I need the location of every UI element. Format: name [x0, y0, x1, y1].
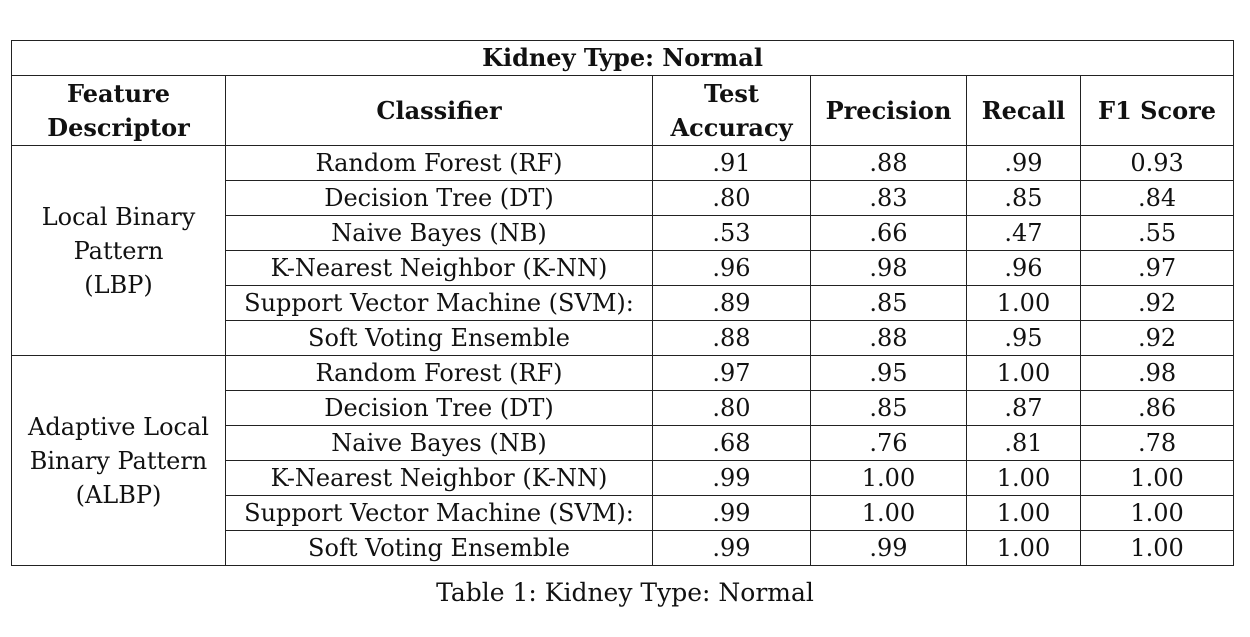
recall-cell: 1.00	[966, 355, 1081, 391]
precision-cell: .88	[810, 320, 967, 356]
table-title-row: Kidney Type: Normal	[10, 40, 1235, 76]
table-row: Adaptive Local Binary Pattern (ALBP) Random…	[11, 355, 1235, 566]
f1-score-cell: .78	[1079, 425, 1235, 461]
precision-cell: .66	[810, 215, 967, 251]
test-accuracy-cell: .96	[652, 250, 811, 286]
test-accuracy-cell: .91	[652, 145, 811, 181]
table-body: Local Binary Pattern (LBP) Random Forest (R…	[11, 145, 1235, 566]
classifier-cell: Random Forest (RF)	[225, 355, 653, 391]
precision-cell: .99	[810, 530, 967, 566]
recall-cell: .95	[966, 320, 1081, 356]
classifier-cell: Support Vector Machine (SVM):	[225, 495, 653, 531]
feature-descriptor-line: Adaptive Local	[28, 412, 209, 441]
f1-score-cell: .84	[1079, 180, 1235, 216]
table-row: Support Vector Machine (SVM): .89.85 1.00.…	[12, 285, 1235, 321]
f1-score-cell: .98	[1079, 355, 1235, 391]
classifier-cell: Soft Voting Ensemble	[225, 320, 653, 356]
f1-score-cell: .97	[1079, 250, 1235, 286]
f1-score-cell: 1.00	[1079, 460, 1235, 496]
test-accuracy-cell: .97	[652, 355, 811, 391]
test-accuracy-cell: .99	[652, 495, 811, 531]
test-accuracy-cell: .80	[652, 180, 811, 216]
header-test-accuracy: Test Accuracy	[652, 75, 811, 146]
table-row: Soft Voting Ensemble .88.88.95.92	[12, 320, 1235, 356]
precision-cell: .85	[810, 285, 967, 321]
table-row: K-Nearest Neighbor (K-NN) .99 1.00 1.00 1.00	[12, 460, 1235, 496]
f1-score-cell: 1.00	[1079, 495, 1235, 531]
feature-descriptor-cell: Adaptive Local Binary Pattern (ALBP)	[11, 355, 226, 566]
test-accuracy-cell: .80	[652, 390, 811, 426]
feature-descriptor-line: (ALBP)	[75, 480, 162, 509]
f1-score-cell: .92	[1079, 285, 1235, 321]
recall-cell: .47	[966, 215, 1081, 251]
table-row: Soft Voting Ensemble .99.99 1.00 1.00	[12, 530, 1235, 566]
precision-cell: .76	[810, 425, 967, 461]
feature-descriptor-line: (LBP)	[84, 270, 153, 299]
header-precision: Precision	[810, 75, 967, 146]
classifier-cell: K-Nearest Neighbor (K-NN)	[225, 250, 653, 286]
precision-cell: .83	[810, 180, 967, 216]
header-feature-descriptor-line-1: Feature	[67, 78, 170, 108]
classifier-cell: Decision Tree (DT)	[225, 180, 653, 216]
f1-score-cell: 0.93	[1079, 145, 1235, 181]
classifier-cell: Naive Bayes (NB)	[225, 425, 653, 461]
precision-cell: 1.00	[810, 460, 967, 496]
precision-cell: .88	[810, 145, 967, 181]
table-row: Naive Bayes (NB) .68.76.81.78	[12, 425, 1235, 461]
f1-score-cell: .92	[1079, 320, 1235, 356]
table-row: K-Nearest Neighbor (K-NN) .96.98.96.97	[12, 250, 1235, 286]
table-caption: Table 1: Kidney Type: Normal	[436, 578, 814, 607]
recall-cell: 1.00	[966, 460, 1081, 496]
table-row: Decision Tree (DT) .80.85.87.86	[12, 390, 1235, 426]
feature-descriptor-line: Pattern	[73, 236, 164, 265]
header-classifier: Classifier	[225, 75, 653, 146]
header-recall: Recall	[966, 75, 1081, 146]
header-feature-descriptor-line-2: Descriptor	[47, 112, 190, 142]
recall-cell: 1.00	[966, 530, 1081, 566]
table-row: Local Binary Pattern (LBP) Random Forest (R…	[11, 145, 1235, 356]
results-table: Kidney Type: Normal Feature Descriptor C…	[10, 40, 1235, 566]
table-row: Naive Bayes (NB) .53.66.47.55	[12, 215, 1235, 251]
recall-cell: .85	[966, 180, 1081, 216]
test-accuracy-cell: .89	[652, 285, 811, 321]
header-f1-score: F1 Score	[1079, 75, 1235, 146]
test-accuracy-cell: .99	[652, 530, 811, 566]
test-accuracy-cell: .99	[652, 460, 811, 496]
table-title: Kidney Type: Normal	[10, 40, 1235, 76]
test-accuracy-cell: .88	[652, 320, 811, 356]
f1-score-cell: 1.00	[1079, 530, 1235, 566]
feature-descriptor-line: Binary Pattern	[29, 446, 208, 475]
test-accuracy-cell: .53	[652, 215, 811, 251]
table-row: Support Vector Machine (SVM): .99 1.00 1.00…	[12, 495, 1235, 531]
recall-cell: .99	[966, 145, 1081, 181]
recall-cell: 1.00	[966, 285, 1081, 321]
classifier-cell: K-Nearest Neighbor (K-NN)	[225, 460, 653, 496]
precision-cell: .98	[810, 250, 967, 286]
precision-cell: 1.00	[810, 495, 967, 531]
f1-score-cell: .86	[1079, 390, 1235, 426]
table-header-row: Feature Descriptor Classifier Test Accur…	[11, 75, 1235, 146]
f1-score-cell: .55	[1079, 215, 1235, 251]
classifier-cell: Random Forest (RF)	[225, 145, 653, 181]
recall-cell: .87	[966, 390, 1081, 426]
header-test-accuracy-line-2: Accuracy	[670, 112, 793, 142]
recall-cell: .81	[966, 425, 1081, 461]
header-feature-descriptor: Feature Descriptor	[11, 75, 226, 146]
test-accuracy-cell: .68	[652, 425, 811, 461]
precision-cell: .85	[810, 390, 967, 426]
precision-cell: .95	[810, 355, 967, 391]
header-test-accuracy-line-1: Test	[704, 78, 759, 108]
recall-cell: .96	[966, 250, 1081, 286]
classifier-cell: Soft Voting Ensemble	[225, 530, 653, 566]
feature-descriptor-cell: Local Binary Pattern (LBP)	[11, 145, 226, 356]
classifier-cell: Support Vector Machine (SVM):	[225, 285, 653, 321]
classifier-cell: Naive Bayes (NB)	[225, 215, 653, 251]
feature-descriptor-line: Local Binary	[41, 202, 196, 231]
recall-cell: 1.00	[966, 495, 1081, 531]
classifier-cell: Decision Tree (DT)	[225, 390, 653, 426]
